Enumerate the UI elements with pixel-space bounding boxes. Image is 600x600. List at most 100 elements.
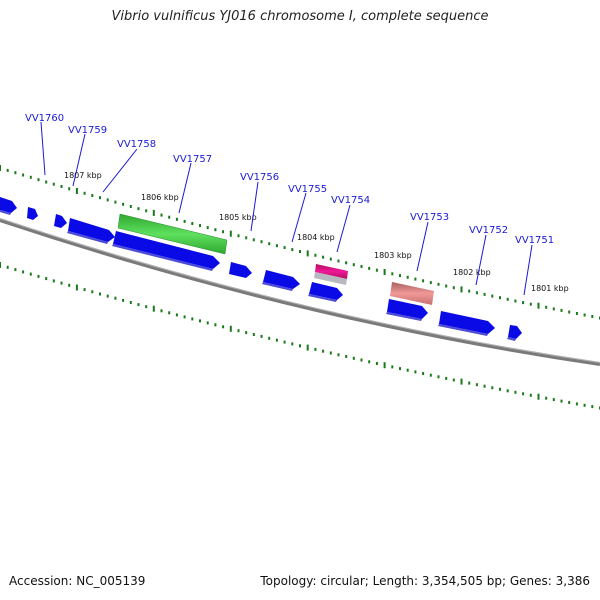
outer-tick-71 xyxy=(545,305,548,309)
outer-tick-51 xyxy=(391,272,394,276)
gene-arrow-vv1755[interactable] xyxy=(263,270,300,289)
inner-tick-38 xyxy=(291,342,294,346)
gene-track xyxy=(0,197,522,341)
outer-tick-42 xyxy=(322,255,325,259)
inner-tick-59 xyxy=(452,378,455,382)
gene-arrow-vv1757[interactable] xyxy=(113,231,220,269)
outer-tick-30 xyxy=(229,230,232,237)
inner-tick-18 xyxy=(137,303,140,307)
gene-arrow-vv1759-shade xyxy=(67,231,108,244)
inner-tick-14 xyxy=(106,294,109,298)
gene-label-vv1757[interactable]: VV1757 xyxy=(173,154,212,165)
inner-tick-12 xyxy=(91,290,94,294)
outer-tick-67 xyxy=(514,299,517,303)
outer-tick-6 xyxy=(45,180,48,184)
inner-tick-17 xyxy=(129,301,132,304)
outer-tick-0 xyxy=(0,165,1,171)
inner-tick-24 xyxy=(183,315,186,319)
gene-label-vv1751[interactable]: VV1751 xyxy=(515,235,554,246)
outer-tick-12 xyxy=(91,194,94,197)
inner-tick-65 xyxy=(499,387,501,391)
inner-tick-21 xyxy=(160,309,163,313)
gene-label-vv1755[interactable]: VV1755 xyxy=(288,184,327,195)
outer-tick-77 xyxy=(591,315,594,318)
outer-tick-75 xyxy=(575,312,578,315)
gene-arrow-vv1752-shade xyxy=(438,324,488,336)
inner-tick-52 xyxy=(399,367,401,371)
outer-tick-39 xyxy=(299,250,301,253)
inner-tick-66 xyxy=(506,389,509,393)
gene-arrow-vv1752[interactable] xyxy=(439,311,495,334)
gene-label-vv1759[interactable]: VV1759 xyxy=(68,125,107,136)
outer-tick-24 xyxy=(183,219,186,223)
gene-arrow-3[interactable] xyxy=(54,214,67,228)
gene-arrow-vv1759[interactable] xyxy=(68,218,115,242)
inner-tick-5 xyxy=(37,274,40,278)
inner-tick-32 xyxy=(245,331,248,335)
inner-tick-74 xyxy=(568,401,571,404)
inner-tick-41 xyxy=(314,347,317,351)
gene-label-vv1758[interactable]: VV1758 xyxy=(117,139,156,150)
feature-salmon[interactable] xyxy=(390,282,434,305)
outer-tick-31 xyxy=(237,234,240,238)
outer-tick-22 xyxy=(168,215,171,219)
outer-tick-11 xyxy=(83,191,86,195)
leader-vv1759 xyxy=(72,133,86,187)
inner-tick-48 xyxy=(368,360,371,364)
gene-arrow-2[interactable] xyxy=(27,207,38,220)
inner-tick-58 xyxy=(445,376,448,380)
outer-tick-49 xyxy=(375,268,378,272)
inner-tick-45 xyxy=(345,355,348,358)
outer-tick-10 xyxy=(75,188,78,194)
outer-tick-53 xyxy=(406,275,409,279)
gene-label-vv1752[interactable]: VV1752 xyxy=(469,225,508,236)
feature-green[interactable] xyxy=(117,213,228,255)
outer-tick-32 xyxy=(245,236,248,240)
outer-tick-46 xyxy=(352,263,355,267)
gene-arrow-vv1754[interactable] xyxy=(309,282,343,300)
inner-scale-ring xyxy=(0,262,600,410)
inner-tick-72 xyxy=(552,398,555,402)
inner-tick-27 xyxy=(206,321,209,325)
outer-tick-14 xyxy=(106,198,109,202)
inner-tick-9 xyxy=(68,283,71,287)
outer-tick-76 xyxy=(583,313,586,317)
outer-tick-40 xyxy=(306,250,309,257)
outer-tick-69 xyxy=(529,302,532,306)
chromosome-backbone xyxy=(0,218,600,366)
feature-magenta[interactable] xyxy=(315,264,348,279)
gene-label-vv1756[interactable]: VV1756 xyxy=(240,172,279,183)
outer-tick-58 xyxy=(445,284,448,288)
gene-arrow-1[interactable] xyxy=(0,197,17,213)
inner-tick-28 xyxy=(214,323,217,327)
outer-tick-8 xyxy=(60,185,63,188)
gene-arrow-vv1751[interactable] xyxy=(508,325,522,339)
inner-tick-49 xyxy=(375,362,378,365)
inner-tick-50 xyxy=(383,362,386,369)
inner-tick-42 xyxy=(322,349,325,353)
outer-tick-72 xyxy=(552,307,555,311)
leader-vv1760 xyxy=(40,121,46,176)
gene-label-vv1760[interactable]: VV1760 xyxy=(25,113,64,124)
gene-arrow-vv1753[interactable] xyxy=(387,299,428,319)
outer-tick-57 xyxy=(437,282,440,286)
inner-tick-40 xyxy=(306,344,309,351)
outer-tick-33 xyxy=(252,238,255,242)
inner-tick-20 xyxy=(152,305,155,312)
gene-label-vv1754[interactable]: VV1754 xyxy=(331,195,370,206)
outer-tick-27 xyxy=(206,226,209,230)
gene-label-vv1753[interactable]: VV1753 xyxy=(410,212,449,223)
inner-tick-3 xyxy=(22,270,25,274)
topology-summary: Topology: circular; Length: 3,354,505 bp… xyxy=(260,574,590,588)
scale-label-1805: 1805 kbp xyxy=(219,213,257,222)
feature-track xyxy=(117,213,434,305)
outer-tick-20 xyxy=(152,209,155,216)
gene-arrow-vv1756[interactable] xyxy=(229,262,252,278)
scale-label-1806: 1806 kbp xyxy=(141,193,179,202)
inner-tick-56 xyxy=(429,373,432,377)
outer-tick-13 xyxy=(99,196,101,200)
inner-tick-62 xyxy=(475,383,478,387)
leader-vv1754 xyxy=(336,204,351,253)
outer-tick-73 xyxy=(560,308,563,312)
inner-tick-69 xyxy=(529,393,532,397)
